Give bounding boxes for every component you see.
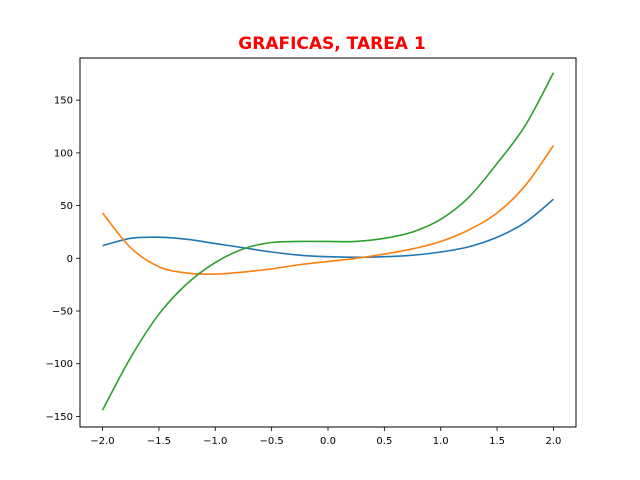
x-tick-label: −2.0 xyxy=(90,436,114,447)
y-tick-label: 50 xyxy=(60,201,73,212)
series-line-2 xyxy=(101,145,555,276)
chart-title: GRAFICAS, TAREA 1 xyxy=(238,34,425,54)
x-tick-label: 1.5 xyxy=(489,436,505,447)
series-line-3 xyxy=(101,72,555,411)
x-tick-label: −1.0 xyxy=(203,436,227,447)
axis-layer: −2.0 −1.5 −1.0 −0.5 0.0 0.5 1.0 1.5 2.0 −150 −100 −… xyxy=(46,96,562,447)
series-layer xyxy=(101,72,555,411)
y-tick-label: 150 xyxy=(54,96,73,107)
y-tick-label: −50 xyxy=(52,307,73,318)
y-tick-label: 100 xyxy=(54,148,73,159)
x-tick-label: 1.0 xyxy=(433,436,449,447)
x-tick-label: −1.5 xyxy=(147,436,171,447)
plot-frame xyxy=(79,57,577,428)
x-tick-label: 0.0 xyxy=(320,436,336,447)
y-tick-label: −150 xyxy=(46,412,73,423)
y-tick-label: −100 xyxy=(46,359,73,370)
x-tick-label: −0.5 xyxy=(259,436,283,447)
x-tick-label: 0.5 xyxy=(376,436,392,447)
series-line-1 xyxy=(102,198,554,259)
y-tick-label: 0 xyxy=(67,254,73,265)
x-tick-label: 2.0 xyxy=(546,436,562,447)
